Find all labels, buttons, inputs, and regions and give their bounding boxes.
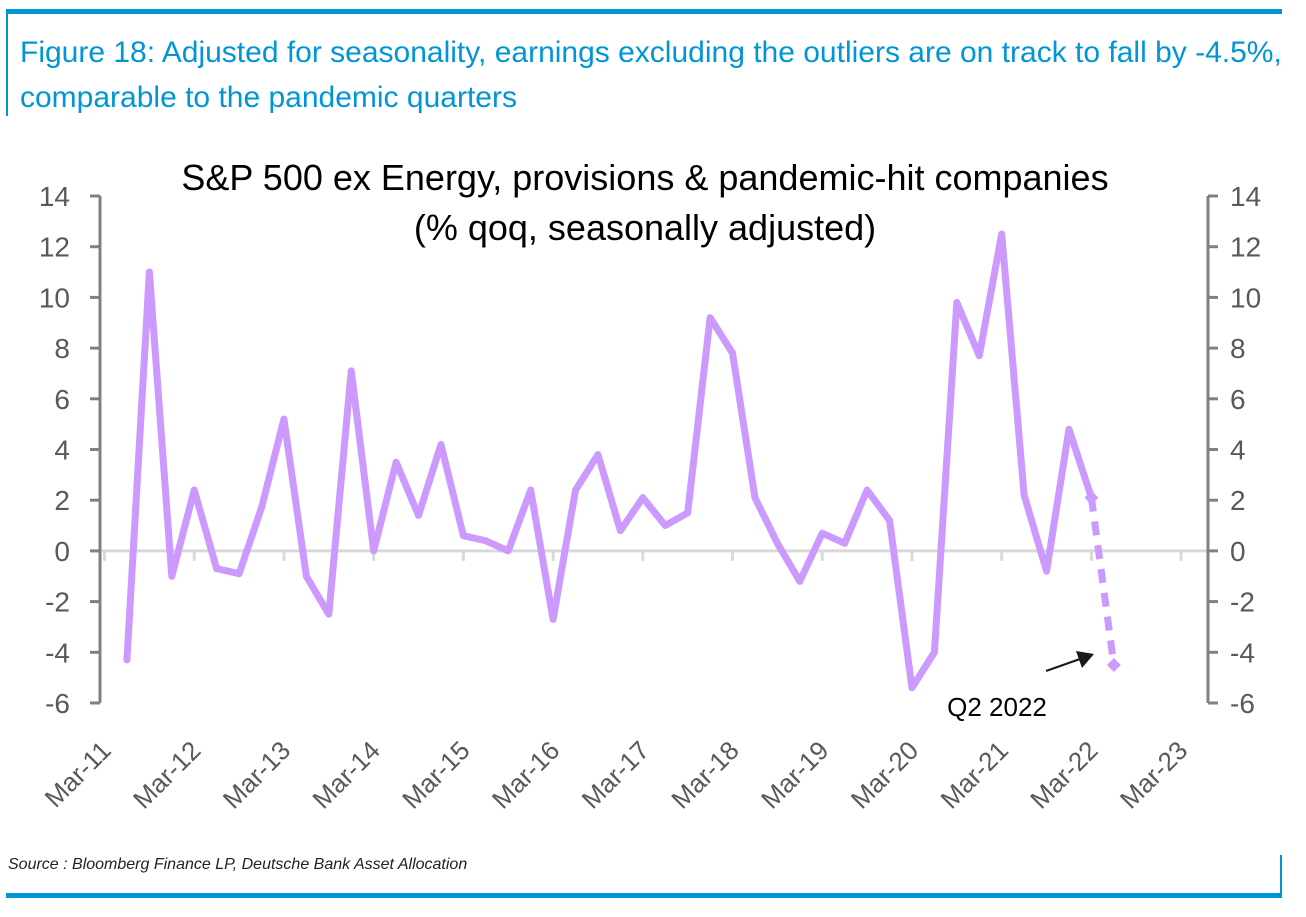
left-y-tick-label: 4 — [54, 435, 70, 466]
x-tick-label: Mar-13 — [217, 735, 296, 814]
right-y-tick-label: 10 — [1230, 282, 1261, 313]
x-tick-label: Mar-22 — [1024, 735, 1103, 814]
x-tick-label: Mar-17 — [576, 735, 655, 814]
series-line-actual — [123, 230, 1095, 692]
x-tick-label: Mar-14 — [306, 735, 385, 814]
x-tick-label: Mar-11 — [39, 735, 117, 813]
x-tick-label: Mar-19 — [755, 735, 834, 814]
x-tick-label: Mar-16 — [486, 735, 565, 814]
right-y-tick-label: -4 — [1230, 637, 1255, 668]
left-y-tick-label: -6 — [45, 688, 70, 719]
left-y-tick-label: 12 — [39, 232, 70, 263]
chart-title: S&P 500 ex Energy, provisions & pandemic… — [181, 157, 1108, 198]
right-y-tick-label: 6 — [1230, 384, 1246, 415]
annotation-arrow-shaft — [1045, 658, 1081, 672]
left-y-tick-label: 8 — [54, 333, 70, 364]
x-tick-label: Mar-15 — [396, 735, 475, 814]
left-y-tick-label: -2 — [45, 587, 70, 618]
right-y-tick-label: 2 — [1230, 485, 1246, 516]
left-y-tick-label: 6 — [54, 384, 70, 415]
right-y-tick-label: -6 — [1230, 688, 1255, 719]
source-note: Source : Bloomberg Finance LP, Deutsche … — [8, 856, 468, 873]
left-y-tick-label: 0 — [54, 536, 70, 567]
chart-subtitle: (% qoq, seasonally adjusted) — [414, 207, 876, 248]
x-tick-label: Mar-12 — [127, 735, 206, 814]
right-y-tick-label: 12 — [1230, 232, 1261, 263]
x-tick-label: Mar-23 — [1114, 735, 1193, 814]
figure-title: Figure 18: Adjusted for seasonality, ear… — [20, 36, 1282, 114]
annotation-label: Q2 2022 — [947, 692, 1047, 722]
right-y-tick-label: 0 — [1230, 536, 1246, 567]
annotation-arrow-head — [1076, 651, 1094, 668]
right-y-tick-label: 8 — [1230, 333, 1246, 364]
line-chart: Mar-11 Mar-12 Mar-13 Mar-14 Mar-15 Mar-16 Mar-… — [39, 157, 1262, 814]
right-y-tick-label: 14 — [1230, 181, 1261, 212]
right-y-tick-label: 4 — [1230, 435, 1246, 466]
left-y-tick-label: 2 — [54, 485, 70, 516]
right-y-tick-label: -2 — [1230, 587, 1255, 618]
data-point-marker — [1106, 657, 1121, 672]
x-tick-label: Mar-20 — [845, 735, 924, 814]
bottom-accent-rule — [6, 893, 1282, 898]
left-y-tick-label: -4 — [45, 637, 70, 668]
x-tick-label: Mar-18 — [665, 735, 744, 814]
left-y-tick-label: 10 — [39, 282, 70, 313]
left-y-tick-label: 14 — [39, 181, 70, 212]
x-tick-label: Mar-21 — [934, 735, 1013, 814]
left-accent-rule — [6, 9, 8, 116]
right-accent-rule — [1280, 855, 1282, 898]
top-accent-rule — [6, 9, 1282, 14]
series-line-estimate — [1087, 497, 1118, 666]
data-point-marker — [1084, 490, 1099, 505]
